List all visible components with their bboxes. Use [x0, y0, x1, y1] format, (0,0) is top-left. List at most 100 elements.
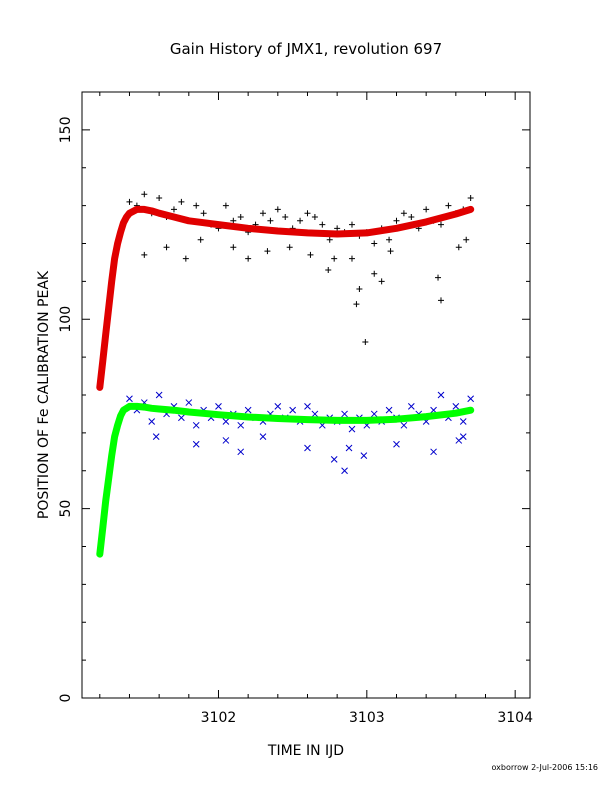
- data-point: [387, 248, 394, 255]
- data-point: [452, 403, 460, 410]
- data-point: [192, 421, 200, 429]
- data-point: [237, 421, 245, 429]
- data-point: [326, 236, 333, 243]
- data-point: [126, 395, 133, 403]
- data-point: [385, 406, 393, 414]
- data-point: [141, 251, 148, 258]
- series-upper-fit: [96, 205, 475, 391]
- y-tick-label: 0: [58, 694, 74, 703]
- y-tick-label: 100: [58, 306, 74, 333]
- data-point: [362, 338, 369, 345]
- data-point: [371, 270, 378, 277]
- data-point: [230, 217, 237, 224]
- data-point: [192, 440, 200, 448]
- data-point: [304, 210, 311, 217]
- data-point: [386, 236, 393, 243]
- data-point: [455, 244, 462, 251]
- data-point: [126, 198, 133, 205]
- data-point: [237, 213, 244, 220]
- data-point: [345, 444, 353, 452]
- data-point: [259, 433, 267, 441]
- data-point: [348, 425, 356, 433]
- data-point: [353, 301, 360, 308]
- data-point: [152, 433, 160, 441]
- data-point: [289, 406, 297, 414]
- x-axis-label: TIME IN IJD: [267, 743, 344, 759]
- data-point: [348, 221, 355, 228]
- x-tick-label: 3104: [497, 710, 533, 726]
- data-point: [237, 448, 245, 456]
- data-point: [393, 217, 400, 224]
- data-point: [437, 221, 444, 228]
- data-point: [311, 213, 318, 220]
- y-tick-label: 50: [58, 500, 74, 518]
- data-point: [244, 406, 252, 414]
- x-tick-label: 3103: [349, 710, 385, 726]
- data-point: [170, 206, 177, 213]
- data-point: [325, 267, 332, 274]
- data-point: [463, 236, 470, 243]
- data-point: [245, 255, 252, 262]
- data-point: [163, 244, 170, 251]
- data-point: [155, 391, 163, 399]
- data-point: [304, 444, 311, 452]
- data-point: [200, 210, 207, 217]
- data-point: [408, 213, 415, 220]
- y-axis-label: POSITION OF Fe CALIBRATION PEAK: [36, 270, 52, 519]
- data-point: [178, 414, 185, 422]
- data-point: [423, 206, 430, 213]
- data-point: [286, 244, 293, 251]
- data-point: [378, 278, 385, 285]
- data-point: [400, 421, 408, 429]
- data-point: [141, 191, 148, 198]
- data-point: [393, 440, 400, 448]
- data-point: [222, 418, 230, 425]
- fit-curve: [96, 205, 475, 391]
- data-point: [467, 195, 474, 202]
- data-point: [407, 403, 415, 410]
- data-point: [371, 240, 378, 247]
- data-point: [193, 202, 200, 209]
- data-point: [215, 403, 222, 410]
- data-point: [222, 437, 230, 444]
- data-point: [459, 433, 467, 441]
- data-point: [400, 210, 407, 217]
- data-point: [178, 198, 185, 205]
- y-tick-label: 150: [58, 117, 74, 144]
- data-point: [282, 213, 289, 220]
- data-point: [274, 403, 282, 410]
- series-lower-outliers: [152, 433, 467, 475]
- data-point: [341, 410, 348, 418]
- data-point: [437, 391, 445, 399]
- data-point: [445, 202, 452, 209]
- series-upper-outliers: [141, 236, 470, 345]
- data-point: [331, 255, 338, 262]
- data-point: [182, 255, 189, 262]
- data-point: [360, 452, 368, 459]
- data-point: [435, 274, 442, 281]
- fit-curve: [96, 402, 475, 558]
- data-point: [264, 248, 271, 255]
- data-point: [341, 467, 348, 475]
- data-point: [197, 236, 204, 243]
- data-point: [330, 456, 338, 463]
- data-point: [348, 255, 355, 262]
- axis-ticks: [82, 92, 530, 699]
- data-point: [148, 418, 156, 425]
- data-point: [437, 297, 444, 304]
- data-point: [334, 225, 341, 232]
- chart-title: Gain History of JMX1, revolution 697: [170, 40, 442, 58]
- data-point: [307, 251, 314, 258]
- x-tick-label: 3102: [201, 710, 237, 726]
- data-point: [304, 403, 311, 410]
- data-point: [356, 285, 363, 292]
- data-point: [297, 217, 304, 224]
- data-point: [185, 399, 193, 406]
- data-point: [156, 195, 163, 202]
- axis-tick-labels: 3102 3103 3104 0 50 100 150: [58, 117, 533, 726]
- data-marks: [96, 191, 475, 558]
- data-point: [311, 410, 319, 418]
- data-point: [222, 202, 229, 209]
- data-point: [467, 395, 475, 403]
